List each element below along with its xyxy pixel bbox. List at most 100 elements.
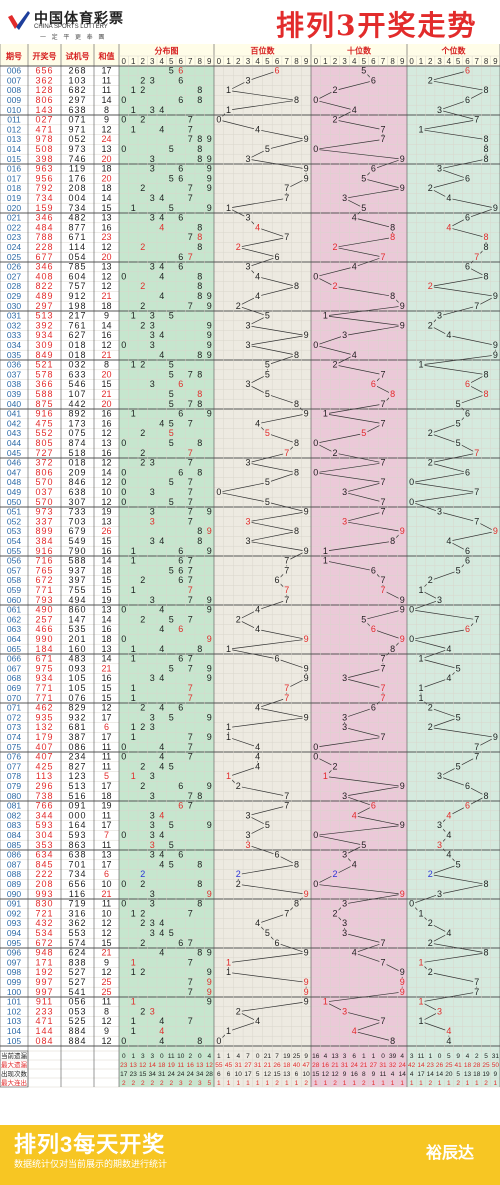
trend-mark-bg	[482, 389, 490, 399]
test-cell: 733	[68, 507, 86, 517]
trend-mark-bg	[360, 174, 368, 184]
draw-cell: 027	[35, 115, 53, 125]
stat-value: 21	[264, 1053, 272, 1060]
test-cell: 973	[68, 144, 86, 154]
stat-value: 11	[168, 1053, 175, 1060]
col-header-2: 试机号	[66, 51, 90, 61]
trend-mark: 7	[474, 448, 479, 458]
trend-mark: 7	[380, 654, 385, 664]
stat-value: 1	[131, 1053, 135, 1060]
trend-mark: 9	[304, 134, 309, 144]
dist-mark: 9	[207, 134, 212, 144]
sum-cell: 12	[101, 967, 111, 977]
trend-mark-bg	[417, 654, 425, 664]
digit-header: 0	[314, 57, 319, 66]
trend-mark: 2	[236, 301, 241, 311]
logo-english-text: CHINA SPORTS LOTTERY	[34, 24, 108, 30]
trend-mark-bg	[398, 634, 406, 644]
stat-value: 2	[362, 1080, 366, 1087]
trend-mark: 6	[371, 164, 376, 174]
trend-mark-bg	[445, 850, 453, 860]
trend-mark-bg	[350, 811, 358, 821]
trend-mark-bg	[426, 76, 434, 86]
trend-mark: 9	[400, 301, 405, 311]
trend-mark-bg	[234, 870, 242, 879]
trend-mark: 5	[456, 565, 461, 575]
test-cell: 846	[68, 477, 86, 487]
dist-mark: 5	[169, 761, 174, 771]
sum-cell: 12	[101, 242, 111, 252]
trend-mark-bg	[473, 115, 481, 125]
draw-cell: 179	[35, 732, 53, 742]
draw-cell: 297	[35, 301, 53, 311]
draw-cell: 407	[35, 752, 53, 762]
dist-mark: 4	[159, 1036, 164, 1046]
dist-mark: 0	[121, 634, 126, 644]
trend-mark: 9	[400, 605, 405, 615]
trend-mark: 1	[226, 644, 231, 654]
trend-mark-bg	[350, 860, 358, 870]
sum-cell: 12	[101, 1016, 111, 1026]
stat-value: 5	[456, 1071, 460, 1078]
stat-value: 2	[456, 1080, 460, 1087]
trend-mark: 4	[446, 536, 451, 546]
stat-value: 40	[293, 1062, 301, 1069]
dist-mark: 5	[169, 173, 174, 183]
trend-mark-bg	[417, 125, 425, 135]
trend-mark: 4	[352, 1026, 357, 1036]
stat-value: 18	[473, 1071, 481, 1078]
dist-mark: 5	[169, 203, 174, 213]
dist-mark: 4	[159, 948, 164, 958]
trend-mark-bg	[379, 135, 387, 144]
trend-mark: 5	[265, 369, 270, 379]
dist-mark: 2	[140, 85, 145, 95]
dist-mark: 9	[207, 997, 212, 1007]
draw-cell: 490	[35, 605, 53, 615]
draw-cell: 672	[35, 575, 53, 585]
dist-mark: 7	[188, 1016, 193, 1026]
test-cell: 119	[69, 164, 86, 174]
trend-mark-bg	[331, 282, 339, 291]
trend-mark: 9	[400, 987, 405, 997]
test-cell: 483	[68, 654, 86, 664]
dist-mark: 9	[207, 320, 212, 330]
trend-mark: 7	[380, 1016, 385, 1026]
trend-mark: 3	[342, 899, 347, 909]
trend-mark: 2	[428, 869, 433, 879]
trend-mark-bg	[224, 86, 233, 95]
page-title: 排列3开奖走势	[276, 9, 478, 42]
sum-cell: 14	[101, 614, 111, 624]
trend-mark-bg	[360, 840, 368, 850]
period-cell: 060	[7, 595, 21, 605]
draw-cell: 963	[35, 164, 53, 174]
sum-cell: 11	[102, 810, 111, 820]
trend-mark-bg	[312, 752, 320, 762]
dist-mark: 3	[150, 340, 155, 350]
sum-cell: 19	[101, 595, 111, 605]
trend-mark-bg	[379, 507, 387, 517]
trend-mark: 7	[284, 595, 289, 605]
test-cell: 147	[68, 614, 86, 624]
col-header-0: 期号	[6, 51, 22, 61]
dist-mark: 0	[121, 95, 126, 105]
draw-cell: 570	[35, 497, 53, 507]
trend-mark: 9	[304, 673, 309, 683]
group-header-1: 百位数	[251, 46, 276, 56]
trend-mark-bg	[426, 184, 434, 193]
dist-mark: 1	[131, 1016, 136, 1026]
dist-mark: 5	[169, 66, 174, 76]
period-cell: 009	[7, 95, 21, 105]
dist-mark: 7	[188, 683, 193, 693]
stat-value: 1	[428, 1053, 432, 1060]
test-cell: 518	[68, 448, 86, 458]
trend-mark: 7	[284, 908, 289, 918]
dist-mark: 3	[150, 712, 155, 722]
trend-mark-bg	[312, 340, 320, 350]
dist-mark: 8	[197, 144, 202, 154]
test-cell: 679	[68, 526, 86, 536]
stat-value: 11	[418, 1053, 425, 1060]
trend-mark-bg	[389, 644, 397, 654]
trend-mark: 9	[304, 987, 309, 997]
period-cell: 046	[7, 458, 21, 468]
trend-mark: 9	[400, 183, 405, 193]
